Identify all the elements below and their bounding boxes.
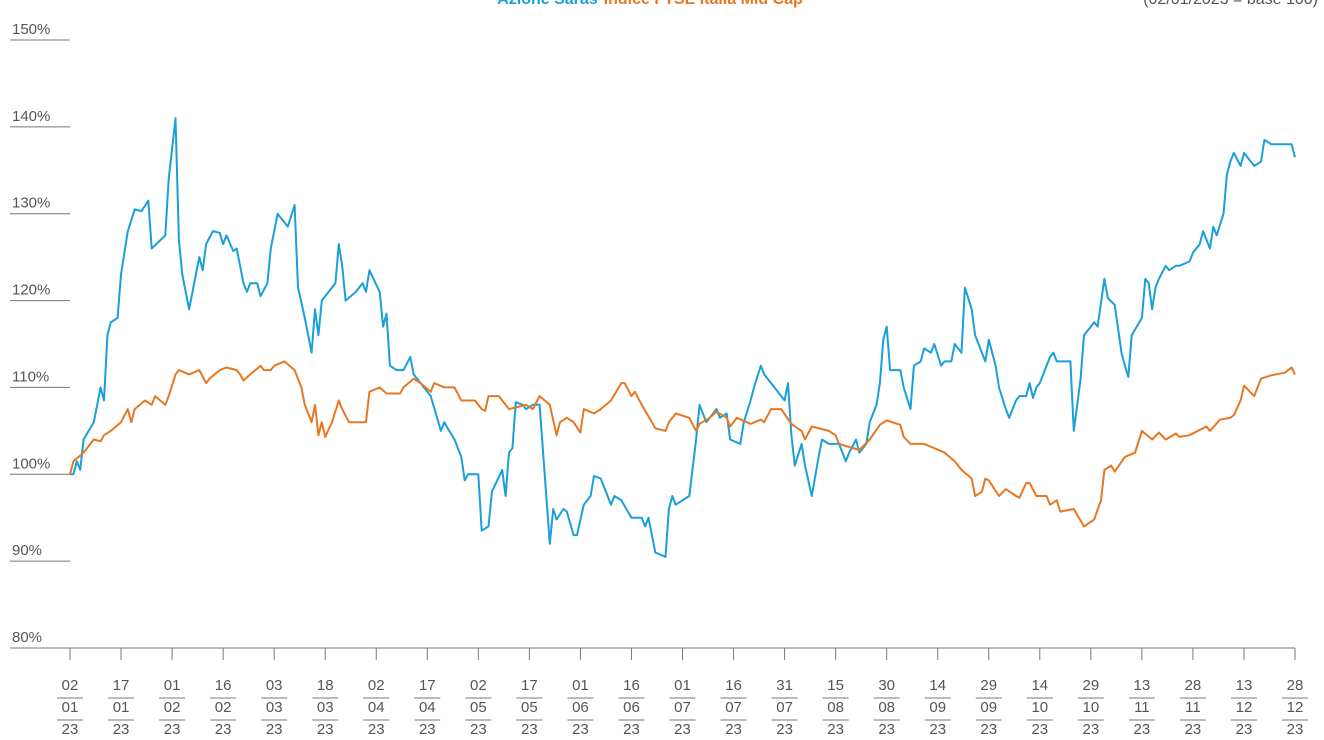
x-tick-label: 15 — [827, 677, 844, 694]
x-tick-label: 02 — [368, 677, 385, 694]
x-tick-label: 23 — [623, 721, 640, 738]
x-tick-label: 23 — [419, 721, 436, 738]
x-tick-label: 30 — [878, 677, 895, 694]
y-tick-label: 110% — [12, 368, 49, 385]
x-tick-label: 05 — [470, 699, 487, 716]
x-tick-label: 14 — [1031, 677, 1048, 694]
x-tick-label: 23 — [113, 721, 130, 738]
x-tick-label: 28 — [1287, 677, 1304, 694]
x-tick-label: 03 — [317, 699, 334, 716]
x-tick-label: 23 — [980, 721, 997, 738]
x-tick-label: 28 — [1185, 677, 1202, 694]
x-tick-label: 12 — [1236, 699, 1253, 716]
x-tick-label: 23 — [1287, 721, 1304, 738]
x-tick-label: 23 — [1236, 721, 1253, 738]
x-tick-label: 07 — [674, 699, 691, 716]
x-tick-label: 23 — [827, 721, 844, 738]
x-tick-label: 08 — [878, 699, 895, 716]
x-tick-label: 09 — [929, 699, 946, 716]
subtitle: (02/01/2023 = base 100) — [1143, 0, 1318, 8]
x-tick-label: 16 — [623, 677, 640, 694]
x-tick-label: 14 — [929, 677, 946, 694]
x-tick-label: 02 — [215, 699, 232, 716]
x-tick-label: 04 — [419, 699, 436, 716]
x-tick-label: 16 — [725, 677, 742, 694]
x-tick-label: 01 — [572, 677, 589, 694]
series-line — [69, 360, 1296, 528]
x-tick-label: 01 — [62, 699, 79, 716]
x-tick-label: 23 — [521, 721, 538, 738]
x-tick-label: 23 — [929, 721, 946, 738]
x-tick-label: 23 — [368, 721, 385, 738]
x-tick-label: 23 — [1185, 721, 1202, 738]
y-tick-label: 150% — [12, 21, 50, 38]
x-tick-label: 02 — [470, 677, 487, 694]
x-tick-label: 18 — [317, 677, 334, 694]
y-tick-label: 90% — [12, 542, 42, 559]
x-tick-label: 23 — [1031, 721, 1048, 738]
x-tick-label: 23 — [725, 721, 742, 738]
x-tick-label: 11 — [1134, 699, 1150, 716]
x-tick-label: 10 — [1031, 699, 1048, 716]
series-line — [70, 117, 1296, 558]
x-tick-label: 01 — [164, 677, 181, 694]
legend-entry: Azione Saras — [497, 0, 598, 8]
x-tick-label: 23 — [470, 721, 487, 738]
x-tick-label: 02 — [62, 677, 79, 694]
x-tick-label: 02 — [164, 699, 181, 716]
x-tick-label: 16 — [215, 677, 232, 694]
x-tick-label: 13 — [1236, 677, 1253, 694]
y-tick-label: 80% — [12, 629, 42, 646]
y-tick-label: 130% — [12, 195, 50, 212]
x-tick-label: 04 — [368, 699, 385, 716]
y-tick-label: 120% — [12, 282, 50, 299]
x-tick-label: 23 — [164, 721, 181, 738]
y-tick-label: 140% — [12, 108, 50, 125]
x-tick-label: 23 — [1082, 721, 1099, 738]
x-tick-label: 23 — [674, 721, 691, 738]
x-tick-label: 17 — [419, 677, 436, 694]
x-tick-label: 23 — [878, 721, 895, 738]
x-tick-label: 13 — [1134, 677, 1151, 694]
x-tick-label: 23 — [572, 721, 589, 738]
x-tick-label: 06 — [623, 699, 640, 716]
x-tick-label: 07 — [776, 699, 793, 716]
x-tick-label: 29 — [980, 677, 997, 694]
x-tick-label: 23 — [215, 721, 232, 738]
x-tick-label: 23 — [266, 721, 283, 738]
x-tick-label: 17 — [521, 677, 538, 694]
x-tick-label: 05 — [521, 699, 538, 716]
x-tick-label: 23 — [62, 721, 79, 738]
y-tick-label: 100% — [12, 455, 50, 472]
x-tick-label: 03 — [266, 677, 283, 694]
x-tick-label: 08 — [827, 699, 844, 716]
x-tick-label: 23 — [1134, 721, 1151, 738]
x-tick-label: 17 — [113, 677, 130, 694]
x-tick-label: 07 — [725, 699, 742, 716]
x-tick-label: 12 — [1287, 699, 1304, 716]
x-tick-label: 23 — [776, 721, 793, 738]
x-tick-label: 06 — [572, 699, 589, 716]
x-tick-label: 01 — [113, 699, 130, 716]
x-tick-label: 03 — [266, 699, 283, 716]
x-tick-label: 23 — [317, 721, 334, 738]
x-tick-label: 09 — [980, 699, 997, 716]
x-tick-label: 31 — [776, 677, 793, 694]
x-tick-label: 10 — [1082, 699, 1099, 716]
x-tick-label: 01 — [674, 677, 691, 694]
x-tick-label: 29 — [1082, 677, 1099, 694]
x-tick-label: 11 — [1185, 699, 1201, 716]
legend-entry: Indice FTSE Italia Mid Cap — [604, 0, 803, 8]
